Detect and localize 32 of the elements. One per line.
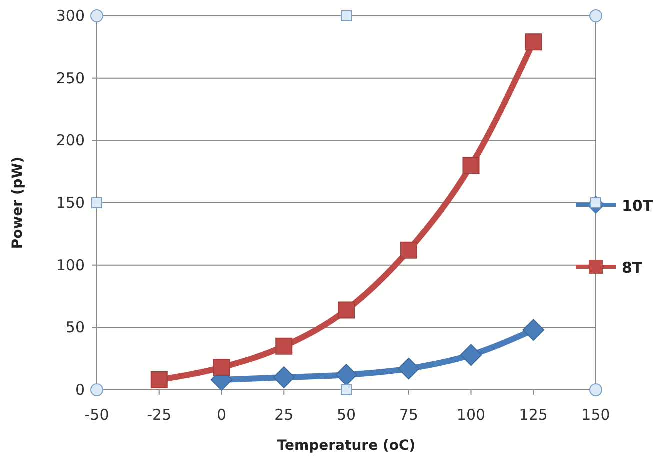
legend-label: 8T — [622, 259, 644, 277]
y-tick-label: 50 — [66, 318, 85, 337]
x-tick-label: 0 — [216, 406, 227, 424]
x-tick-label: 75 — [399, 406, 418, 424]
point — [273, 366, 296, 388]
point — [276, 338, 293, 355]
y-tick-label: 250 — [56, 69, 85, 88]
x-tick-label: 100 — [456, 406, 486, 424]
y-tick-label: 200 — [56, 132, 85, 150]
point — [462, 157, 480, 174]
point — [460, 344, 482, 366]
x-tick-label: -25 — [147, 406, 172, 424]
x-tick-label: 150 — [582, 406, 610, 424]
point — [400, 242, 418, 259]
x-tick-label: -50 — [84, 406, 110, 424]
x-tick-label: 125 — [519, 406, 548, 424]
y-axis-title: Power (pW) — [10, 156, 26, 250]
x-tick-label: 25 — [274, 406, 294, 424]
point — [338, 302, 355, 319]
x-axis-title: Temperature (oC) — [277, 438, 416, 454]
point — [150, 372, 168, 389]
point — [522, 319, 545, 342]
point — [525, 34, 542, 51]
legend-label: 10T — [622, 197, 654, 215]
point — [336, 364, 358, 386]
y-tick-label: 150 — [56, 194, 85, 212]
y-tick-label: 100 — [56, 256, 85, 274]
point — [213, 359, 230, 376]
x-tick-label: 50 — [336, 406, 356, 424]
y-tick-label: 300 — [56, 7, 85, 25]
y-tick-label: 0 — [75, 381, 85, 399]
point — [398, 358, 420, 380]
